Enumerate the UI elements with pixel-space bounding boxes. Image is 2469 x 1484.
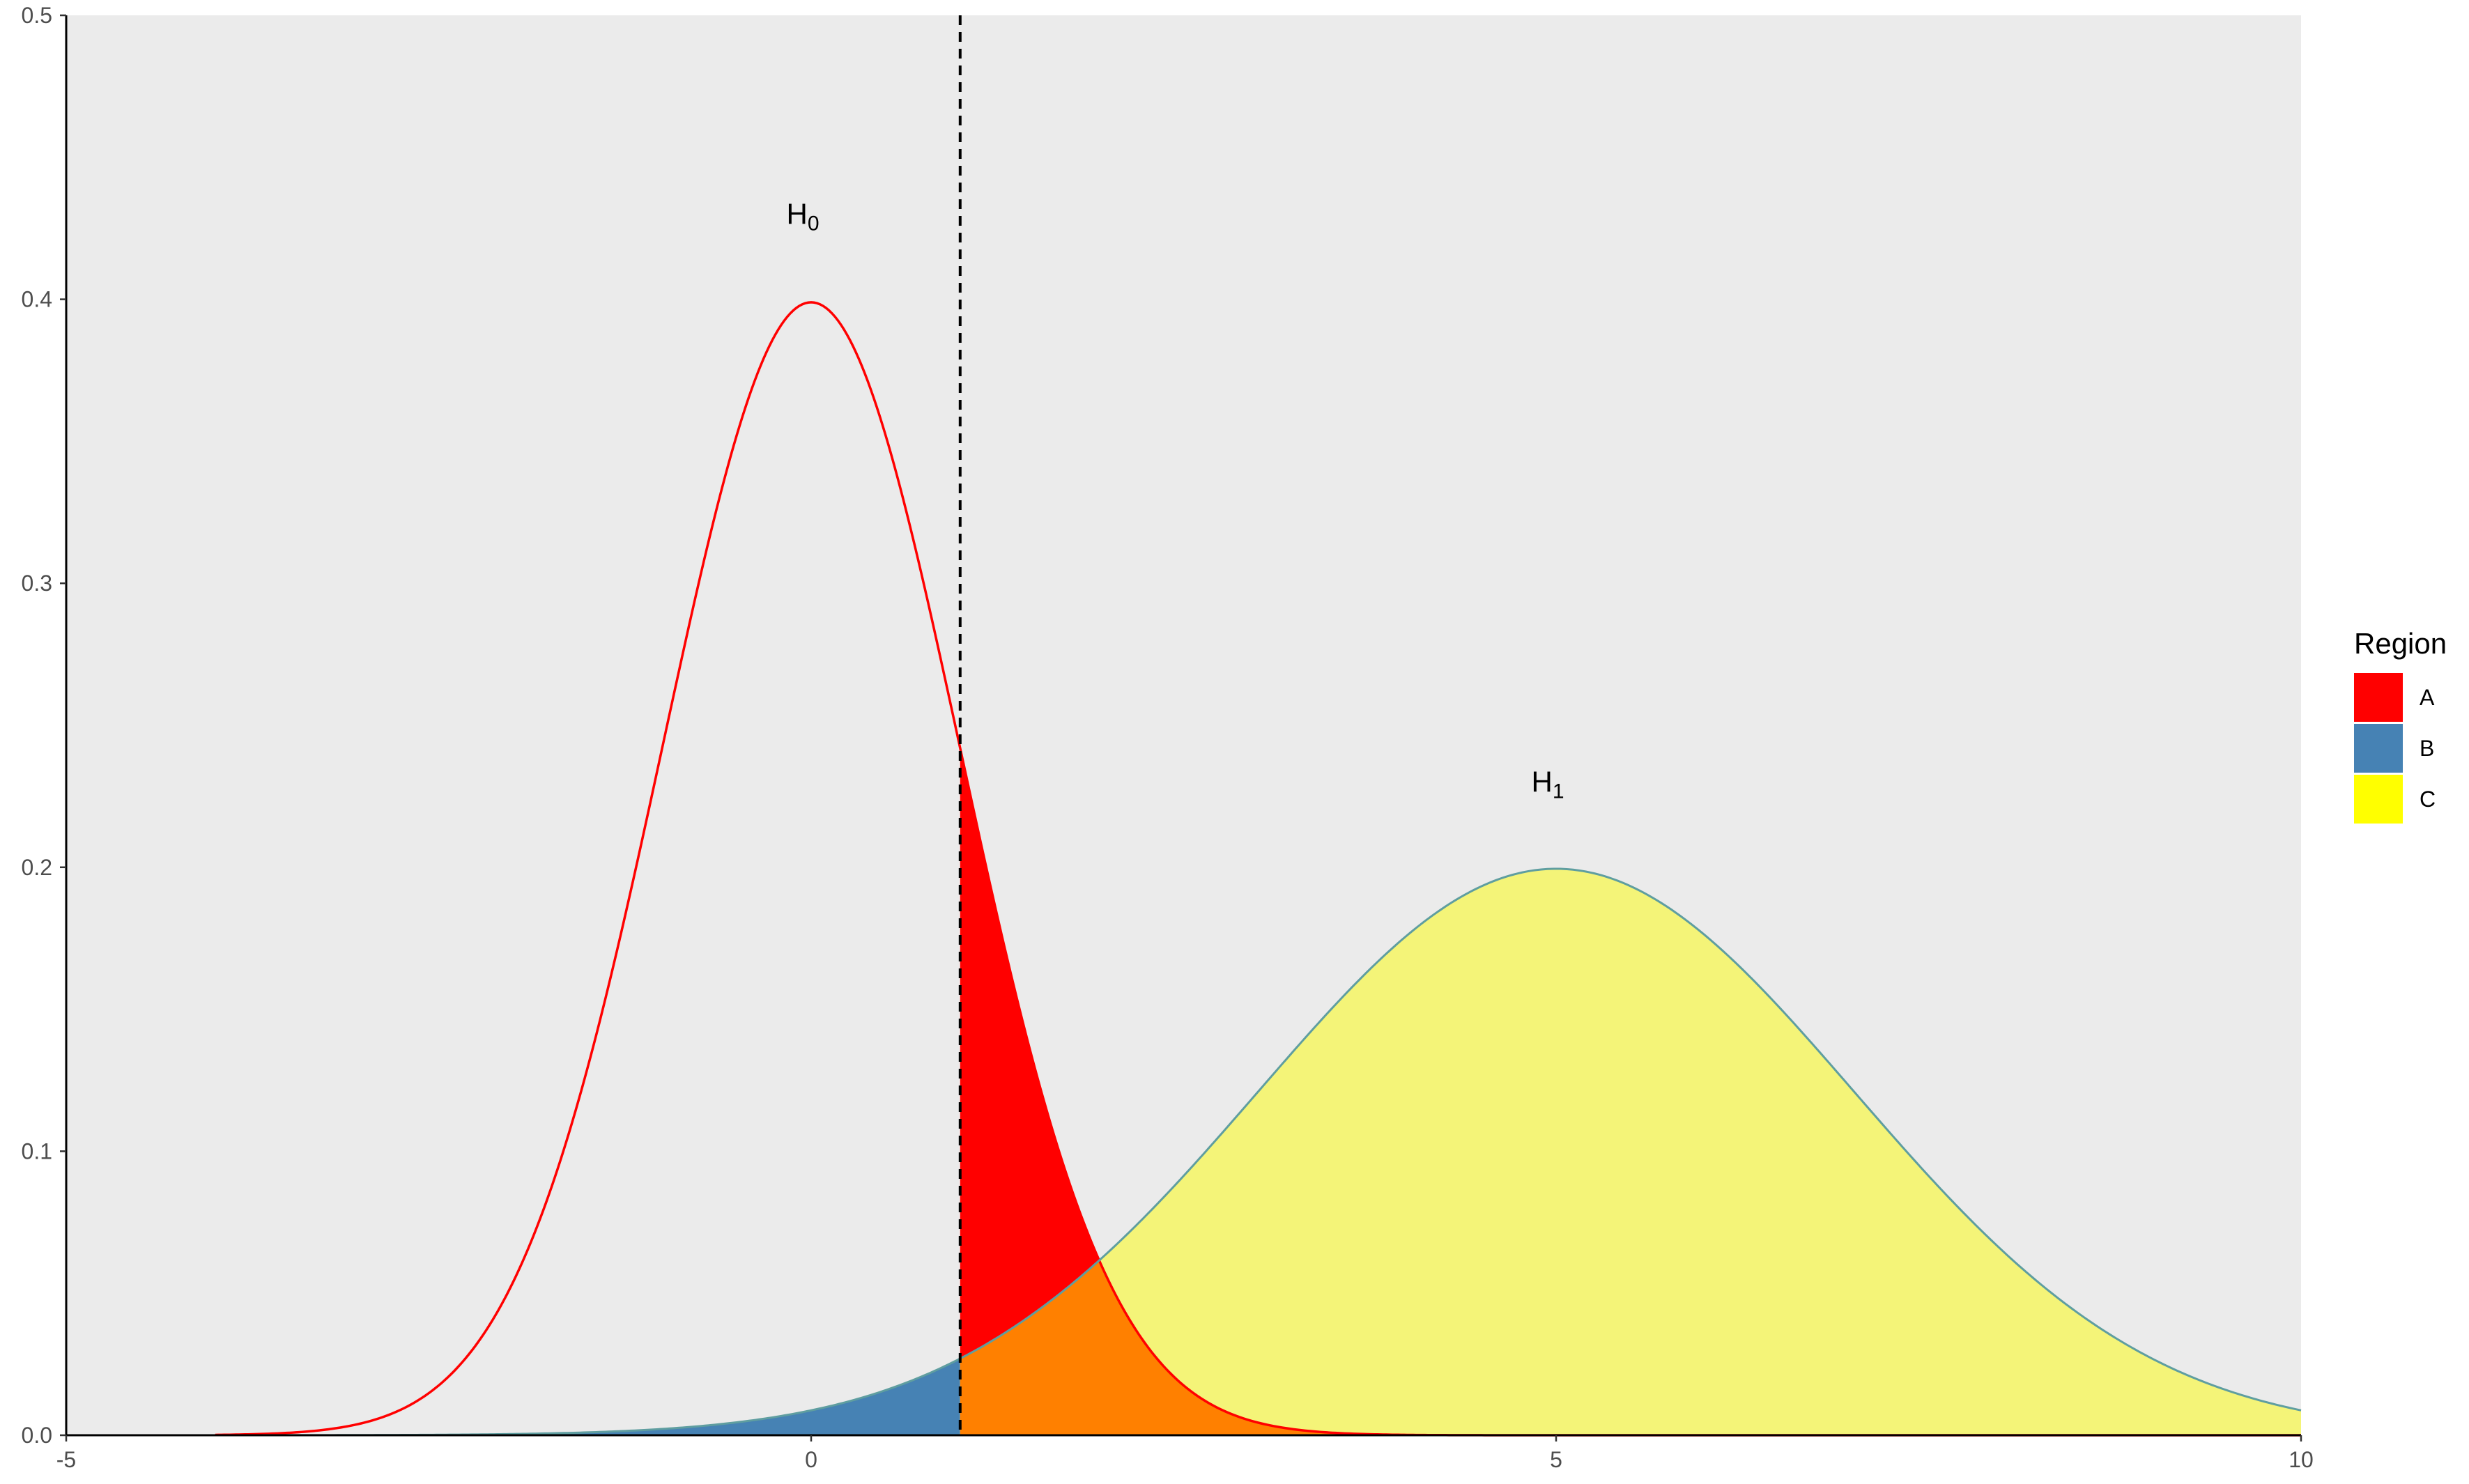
hypothesis-label: H0 — [786, 197, 819, 235]
y-tick-label: 0.2 — [22, 855, 52, 880]
legend-swatch-b — [2354, 724, 2403, 773]
hypothesis-label-subscript: 1 — [1553, 780, 1564, 803]
y-tick-label: 0.5 — [22, 3, 52, 28]
y-tick-label: 0.4 — [22, 287, 52, 312]
legend-label: B — [2420, 736, 2434, 761]
legend-swatch-c — [2354, 775, 2403, 824]
x-tick-label: 5 — [1550, 1447, 1562, 1472]
region-overlap-area — [960, 1260, 2301, 1435]
axes-layer: 0.00.10.20.30.40.5-5 0 5 10 — [22, 3, 2314, 1472]
y-tick-label: 0.0 — [22, 1423, 52, 1448]
legend-label: C — [2420, 787, 2436, 812]
region-c-area — [960, 868, 2301, 1435]
hypothesis-label-subscript: 0 — [808, 212, 820, 235]
legend-swatch-a — [2354, 673, 2403, 722]
y-tick-label: 0.3 — [22, 571, 52, 596]
legend-label: A — [2420, 685, 2435, 710]
legend-title: Region — [2354, 627, 2447, 660]
hypothesis-label: H1 — [1531, 766, 1564, 803]
legend: Region A B C — [2354, 627, 2447, 824]
hypothesis-label-main: H — [786, 197, 807, 230]
hypothesis-label-main: H — [1531, 766, 1552, 798]
x-tick-label: -5 — [56, 1447, 76, 1472]
region-b-area — [66, 1358, 960, 1435]
y-tick-label: 0.1 — [22, 1138, 52, 1164]
x-tick-label: 0 — [805, 1447, 817, 1472]
x-tick-label: 10 — [2289, 1447, 2314, 1472]
